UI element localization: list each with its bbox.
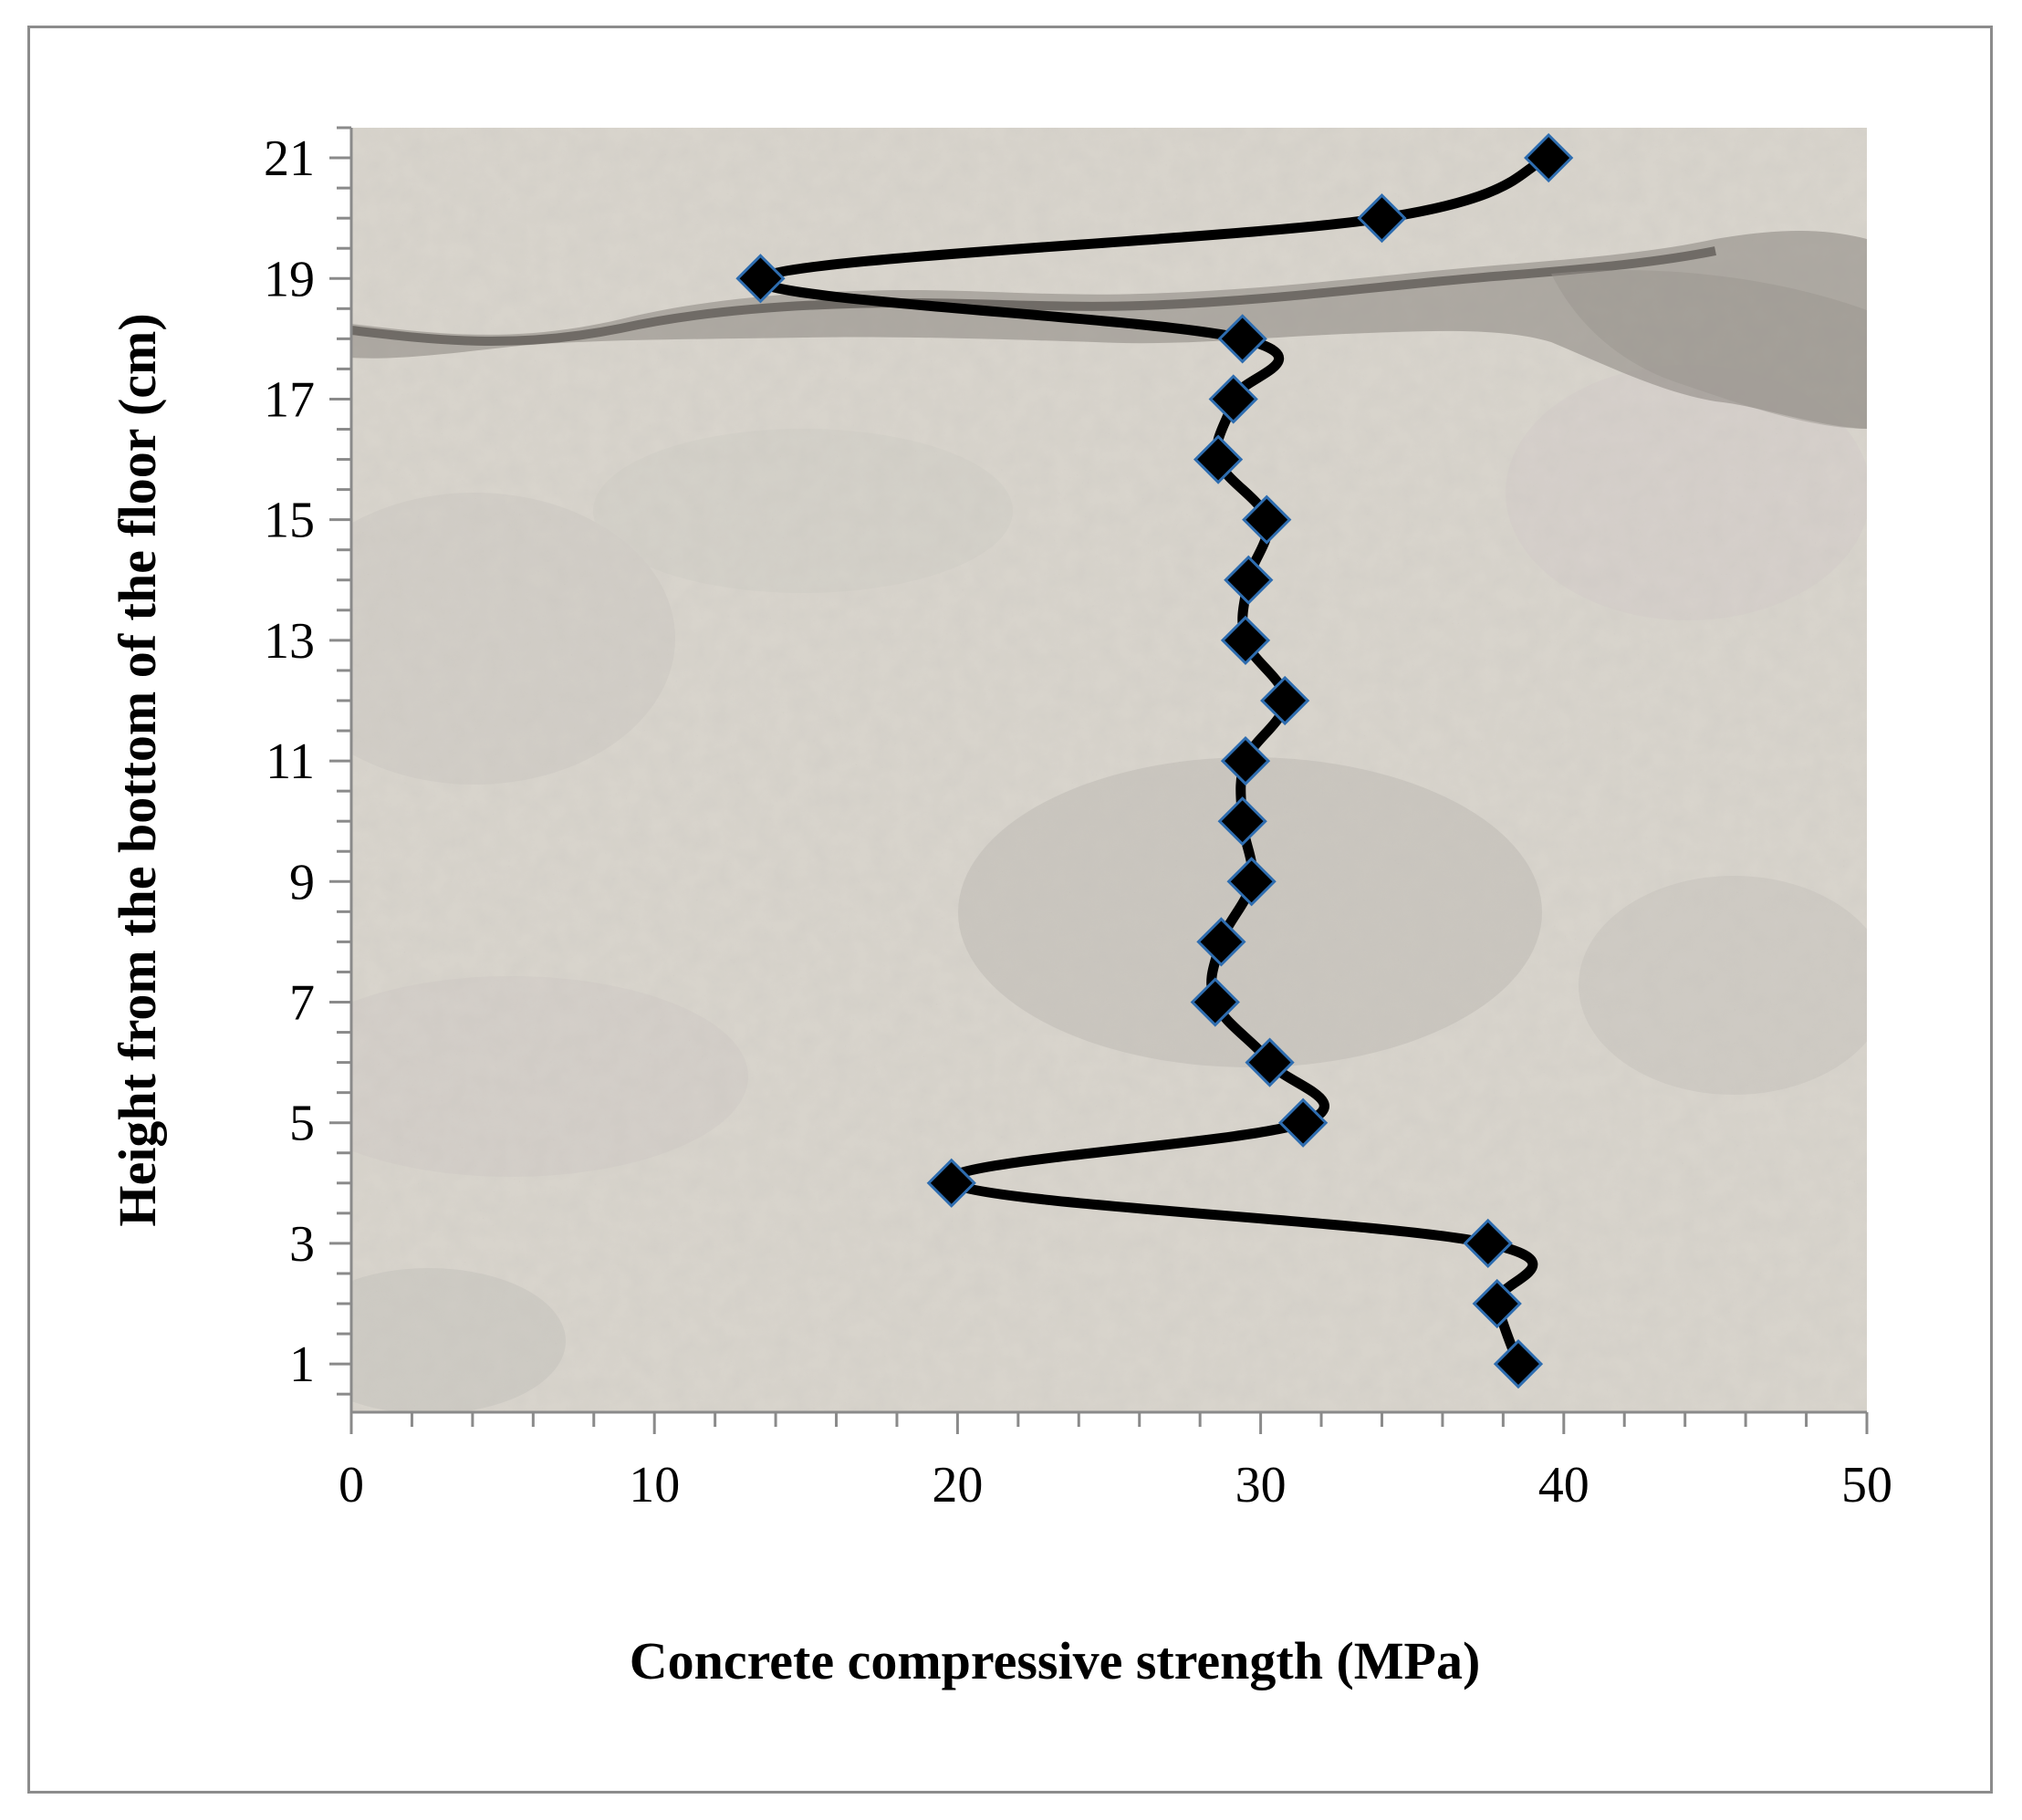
y-tick-label: 7 — [289, 974, 315, 1031]
data-point-marker — [1277, 1097, 1329, 1148]
x-tick-label: 20 — [932, 1457, 983, 1513]
data-point-marker — [1524, 132, 1574, 183]
data-point-marker — [1220, 615, 1271, 665]
y-tick-label: 17 — [264, 371, 315, 428]
data-point-marker — [1260, 675, 1310, 726]
y-tick-label: 21 — [264, 130, 315, 187]
data-point-marker — [1196, 917, 1246, 967]
y-tick-label: 15 — [264, 493, 315, 549]
data-point-marker — [1472, 1278, 1522, 1329]
data-point-marker — [735, 254, 786, 304]
data-point-marker — [1217, 796, 1267, 847]
data-point-marker — [1224, 555, 1274, 605]
y-axis-title: Height from the bottom of the floor (cm) — [108, 313, 167, 1226]
strength-series — [735, 132, 1574, 1389]
data-point-marker — [1357, 193, 1407, 244]
data-point-marker — [1193, 434, 1244, 484]
data-point-marker — [1463, 1218, 1513, 1269]
data-point-marker — [1220, 735, 1271, 786]
x-tick-label: 10 — [629, 1457, 680, 1513]
x-tick-label: 50 — [1841, 1457, 1892, 1513]
y-tick-label: 11 — [266, 733, 315, 790]
data-point-marker — [1242, 494, 1292, 545]
data-point-marker — [1245, 1037, 1295, 1087]
data-point-marker — [1217, 314, 1267, 364]
y-tick-label: 5 — [289, 1096, 315, 1152]
y-tick-label: 13 — [264, 613, 315, 670]
y-tick-label: 9 — [289, 854, 315, 910]
x-tick-label: 30 — [1235, 1457, 1287, 1513]
series-line — [754, 152, 1554, 1369]
concrete-photo-background — [351, 128, 1867, 1412]
data-point-marker — [1493, 1338, 1544, 1389]
data-point-marker — [1208, 374, 1258, 424]
data-point-marker — [926, 1158, 976, 1208]
x-tick-label: 0 — [339, 1457, 364, 1513]
y-tick-label: 3 — [289, 1216, 315, 1273]
y-tick-label: 19 — [264, 251, 315, 307]
data-point-marker — [1190, 977, 1240, 1027]
y-tick-label: 1 — [289, 1336, 315, 1393]
data-point-marker — [1226, 857, 1277, 907]
x-axis-title: Concrete compressive strength (MPa) — [630, 1631, 1481, 1690]
x-tick-label: 40 — [1538, 1457, 1589, 1513]
